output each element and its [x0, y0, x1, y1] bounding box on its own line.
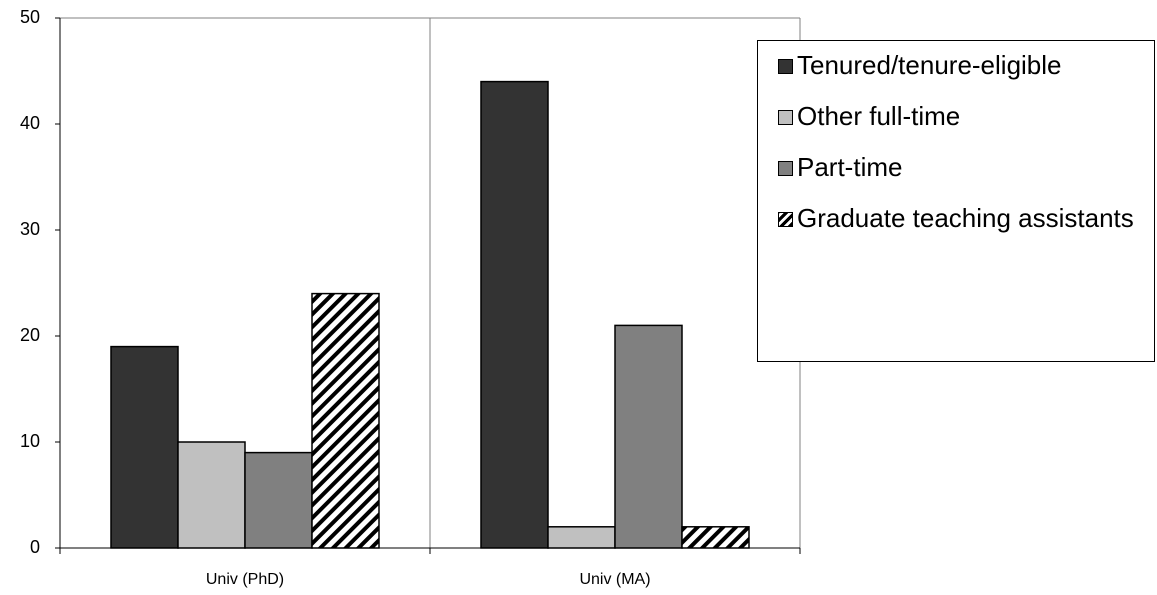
bar	[244, 451, 313, 549]
legend-swatch	[778, 161, 793, 176]
y-tick-label: 50	[20, 7, 40, 27]
bar	[681, 526, 750, 549]
legend-entry: Part-time	[778, 151, 1154, 184]
legend-label: Other full-time	[797, 101, 961, 131]
bar	[614, 324, 683, 549]
x-tick-label: Univ (MA)	[579, 571, 650, 588]
bar	[177, 441, 246, 549]
legend-entry: Other full-time	[778, 100, 1154, 133]
bar	[110, 345, 179, 549]
legend-label: Part-time	[797, 152, 903, 182]
bar	[547, 526, 616, 549]
legend-swatch	[778, 110, 793, 125]
legend: Tenured/tenure-eligible Other full-time Pa…	[757, 40, 1155, 362]
y-tick-label: 30	[20, 219, 40, 239]
bar	[480, 80, 549, 549]
bar	[311, 292, 380, 549]
x-tick-label: Univ (PhD)	[206, 571, 284, 588]
legend-entry: Tenured/tenure-eligible	[778, 49, 1154, 82]
legend-swatch	[778, 212, 793, 227]
y-tick-label: 10	[20, 431, 40, 451]
legend-label: Graduate teaching assistants	[797, 203, 1134, 233]
y-tick-label: 20	[20, 325, 40, 345]
legend-entry: Graduate teaching assistants	[778, 202, 1154, 235]
y-tick-label: 40	[20, 113, 40, 133]
legend-swatch	[778, 59, 793, 74]
y-tick-label: 0	[30, 537, 40, 557]
legend-label: Tenured/tenure-eligible	[797, 50, 1062, 80]
